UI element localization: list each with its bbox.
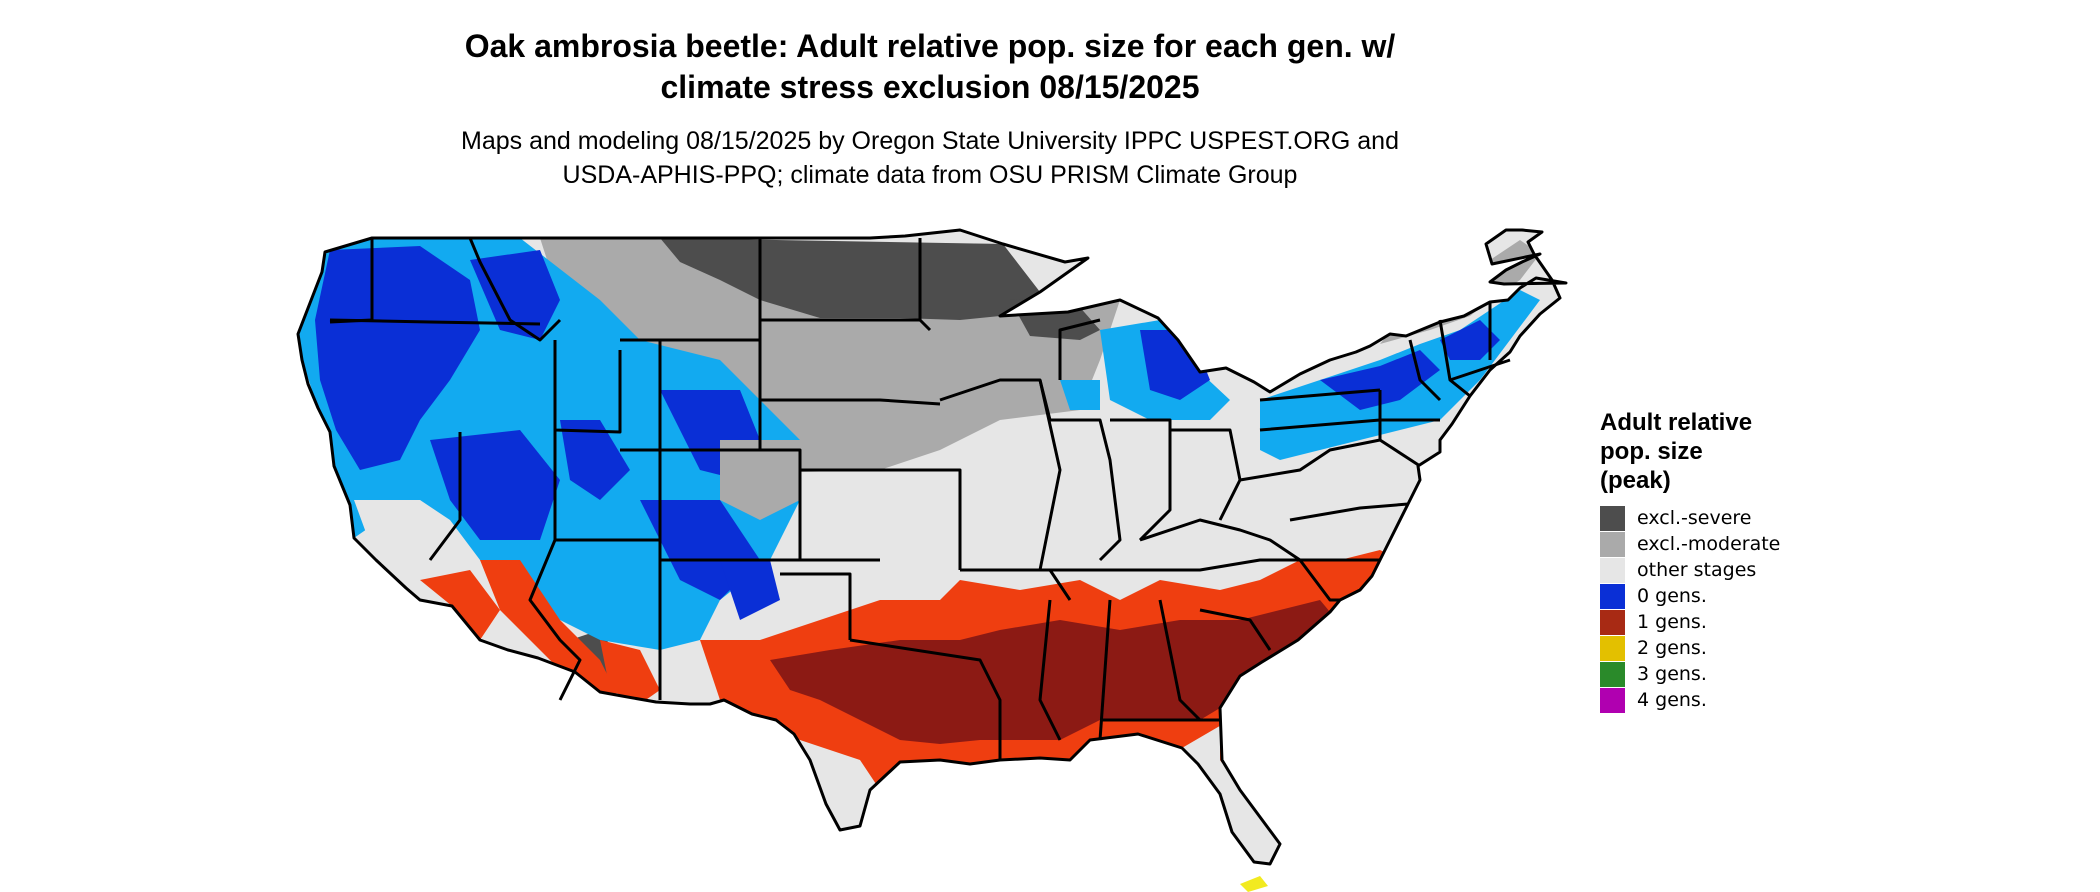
legend-title-line-1: Adult relative (1600, 409, 1753, 436)
legend-swatch (1600, 583, 1625, 609)
legend-item-1-gens: 1 gens. (1600, 609, 1860, 635)
legend-item-0-gens: 0 gens. (1600, 583, 1860, 609)
legend-label: excl.-moderate (1637, 533, 1781, 555)
state-boundaries (296, 228, 1568, 866)
map-title-line-2: climate stress exclusion 08/15/2025 (660, 69, 1200, 105)
legend-label: 1 gens. (1637, 611, 1707, 633)
legend-item-4-gens: 4 gens. (1600, 687, 1860, 713)
legend-label: 2 gens. (1637, 637, 1707, 659)
legend-swatch (1600, 661, 1625, 687)
legend-item-2-gens: 2 gens. (1600, 635, 1860, 661)
legend-label: 4 gens. (1637, 689, 1707, 711)
legend-swatch (1600, 531, 1625, 557)
legend-title-line-2: pop. size (1600, 438, 1703, 465)
map-subtitle: Maps and modeling 08/15/2025 by Oregon S… (330, 124, 1530, 192)
map-legend: Adult relative pop. size (peak) excl.-se… (1600, 408, 1860, 713)
keys-patch (1240, 876, 1268, 892)
legend-swatch (1600, 609, 1625, 635)
map-subtitle-line-1: Maps and modeling 08/15/2025 by Oregon S… (461, 127, 1399, 155)
map-title-line-1: Oak ambrosia beetle: Adult relative pop.… (464, 28, 1396, 64)
legend-item-excl-moderate: excl.-moderate (1600, 531, 1860, 557)
legend-swatch (1600, 687, 1625, 713)
legend-label: excl.-severe (1637, 507, 1752, 529)
legend-swatch (1600, 505, 1625, 531)
legend-label: 3 gens. (1637, 663, 1707, 685)
legend-item-excl-severe: excl.-severe (1600, 505, 1860, 531)
legend-swatch (1600, 557, 1625, 583)
legend-swatch (1600, 635, 1625, 661)
legend-title-line-3: (peak) (1600, 467, 1671, 494)
legend-item-other-stages: other stages (1600, 557, 1860, 583)
legend-item-3-gens: 3 gens. (1600, 661, 1860, 687)
map-subtitle-line-2: USDA-APHIS-PPQ; climate data from OSU PR… (562, 161, 1298, 189)
map-title: Oak ambrosia beetle: Adult relative pop.… (330, 26, 1530, 108)
legend-label: 0 gens. (1637, 585, 1707, 607)
legend-label: other stages (1637, 559, 1757, 581)
legend-title: Adult relative pop. size (peak) (1600, 408, 1860, 495)
